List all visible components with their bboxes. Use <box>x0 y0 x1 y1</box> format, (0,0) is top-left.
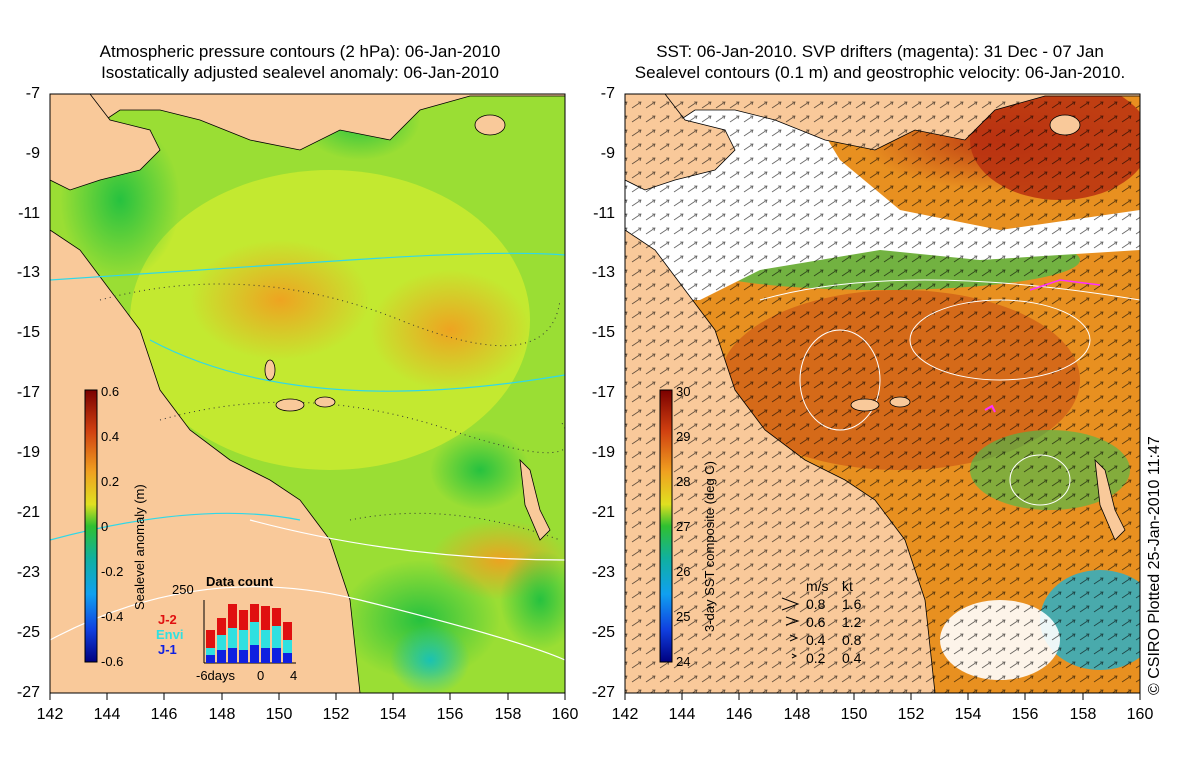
colorbar-tick: 0.6 <box>101 384 120 399</box>
colorbar-tick: 0.2 <box>101 474 120 489</box>
left-title-line2: Isostatically adjusted sealevel anomaly:… <box>101 63 499 82</box>
lat-tick: -13 <box>16 264 40 281</box>
colorbar-tick: -0.4 <box>101 609 124 624</box>
velocity-kt: 1.6 <box>842 596 862 612</box>
lon-tick: 154 <box>954 706 982 723</box>
lon-tick: 158 <box>494 706 522 723</box>
sealevel-map <box>50 94 565 693</box>
lon-tick: 142 <box>611 706 639 723</box>
lon-tick: 142 <box>36 706 64 723</box>
lon-tick: 150 <box>265 706 293 723</box>
velocity-ms: 0.4 <box>806 632 826 648</box>
inset-title: Data count <box>206 574 274 589</box>
lat-tick: -7 <box>600 85 615 102</box>
colorbar-tick: -0.2 <box>101 564 124 579</box>
colorbar-tick: 26 <box>676 564 691 579</box>
velocity-kt: 1.2 <box>842 614 862 630</box>
lat-tick: -19 <box>591 444 615 461</box>
colorbar-tick: 30 <box>676 384 691 399</box>
right-title-line2: Sealevel contours (0.1 m) and geostrophi… <box>634 63 1126 82</box>
lat-tick: -17 <box>16 384 40 401</box>
lat-tick: -11 <box>593 205 615 222</box>
velocity-ms: 0.8 <box>806 596 826 612</box>
lon-tick: 146 <box>725 706 753 723</box>
colorbar-tick: 29 <box>676 429 691 444</box>
lon-tick: 146 <box>150 706 178 723</box>
lat-tick: -13 <box>591 264 615 281</box>
colorbar-tick: 25 <box>676 609 691 624</box>
colorbar-tick: 0 <box>101 519 109 534</box>
velocity-header-ms: m/s <box>806 578 829 594</box>
lon-tick: 148 <box>783 706 811 723</box>
inset-legend-envi: Envi <box>156 627 184 642</box>
right-title-line1: SST: 06-Jan-2010. SVP drifters (magenta)… <box>656 42 1104 61</box>
lat-tick: -15 <box>591 324 615 341</box>
data-count-inset <box>203 600 296 664</box>
velocity-header-kt: kt <box>842 578 853 594</box>
lat-tick: -27 <box>16 684 40 701</box>
colorbar-tick: 0.4 <box>101 429 120 444</box>
sealevel-colorbar <box>84 389 98 663</box>
lat-tick: -7 <box>25 85 40 102</box>
credit-text: © CSIRO Plotted 25-Jan-2010 11:47 <box>1146 436 1163 695</box>
lon-tick: 152 <box>322 706 350 723</box>
velocity-ms: 0.6 <box>806 614 826 630</box>
inset-legend-j2: J-2 <box>158 612 177 627</box>
lat-tick: -9 <box>25 145 40 162</box>
lat-tick: -23 <box>16 564 40 581</box>
colorbar-tick: 27 <box>676 519 691 534</box>
colorbar-tick: 28 <box>676 474 691 489</box>
axis-ticks <box>49 693 1141 700</box>
left-title: Atmospheric pressure contours (2 hPa): 0… <box>40 41 560 83</box>
lat-tick: -19 <box>16 444 40 461</box>
colorbar-tick: 24 <box>676 654 691 669</box>
inset-legend-j1: J-1 <box>158 642 177 657</box>
lat-tick: -17 <box>591 384 615 401</box>
velocity-legend-arrows <box>781 597 800 659</box>
sealevel-colorbar-label: Sealevel anomaly (m) <box>132 484 147 610</box>
lon-tick: 152 <box>897 706 925 723</box>
velocity-kt: 0.8 <box>842 632 862 648</box>
lon-tick: 156 <box>1011 706 1039 723</box>
lon-tick: 150 <box>840 706 868 723</box>
lat-tick: -25 <box>591 624 615 641</box>
lon-tick: 158 <box>1069 706 1097 723</box>
sst-map <box>625 94 1140 693</box>
lat-tick: -21 <box>591 504 615 521</box>
lon-tick: 148 <box>208 706 236 723</box>
inset-xlabel-end: 4 <box>290 668 298 683</box>
lat-tick: -25 <box>16 624 40 641</box>
lat-tick: -21 <box>16 504 40 521</box>
lon-tick: 144 <box>668 706 696 723</box>
lat-tick: -9 <box>600 145 615 162</box>
lat-tick: -27 <box>591 684 615 701</box>
lon-tick: 160 <box>551 706 579 723</box>
lat-tick: -23 <box>591 564 615 581</box>
right-title: SST: 06-Jan-2010. SVP drifters (magenta)… <box>600 41 1160 83</box>
lat-tick: -11 <box>18 205 40 222</box>
lon-tick: 156 <box>436 706 464 723</box>
sst-colorbar <box>659 389 673 663</box>
inset-xlabel-zero: 0 <box>257 668 265 683</box>
colorbar-tick: -0.6 <box>101 654 124 669</box>
left-title-line1: Atmospheric pressure contours (2 hPa): 0… <box>99 42 501 61</box>
velocity-ms: 0.2 <box>806 650 826 666</box>
sst-colorbar-label: 3-day SST composite (deg C) <box>702 461 717 632</box>
inset-bars <box>206 604 292 663</box>
lon-tick: 160 <box>1126 706 1154 723</box>
velocity-kt: 0.4 <box>842 650 862 666</box>
lon-tick: 144 <box>93 706 121 723</box>
inset-ymax: 250 <box>172 582 194 597</box>
inset-xlabel-start: -6days <box>196 668 236 683</box>
lon-tick: 154 <box>379 706 407 723</box>
lat-tick: -15 <box>16 324 40 341</box>
